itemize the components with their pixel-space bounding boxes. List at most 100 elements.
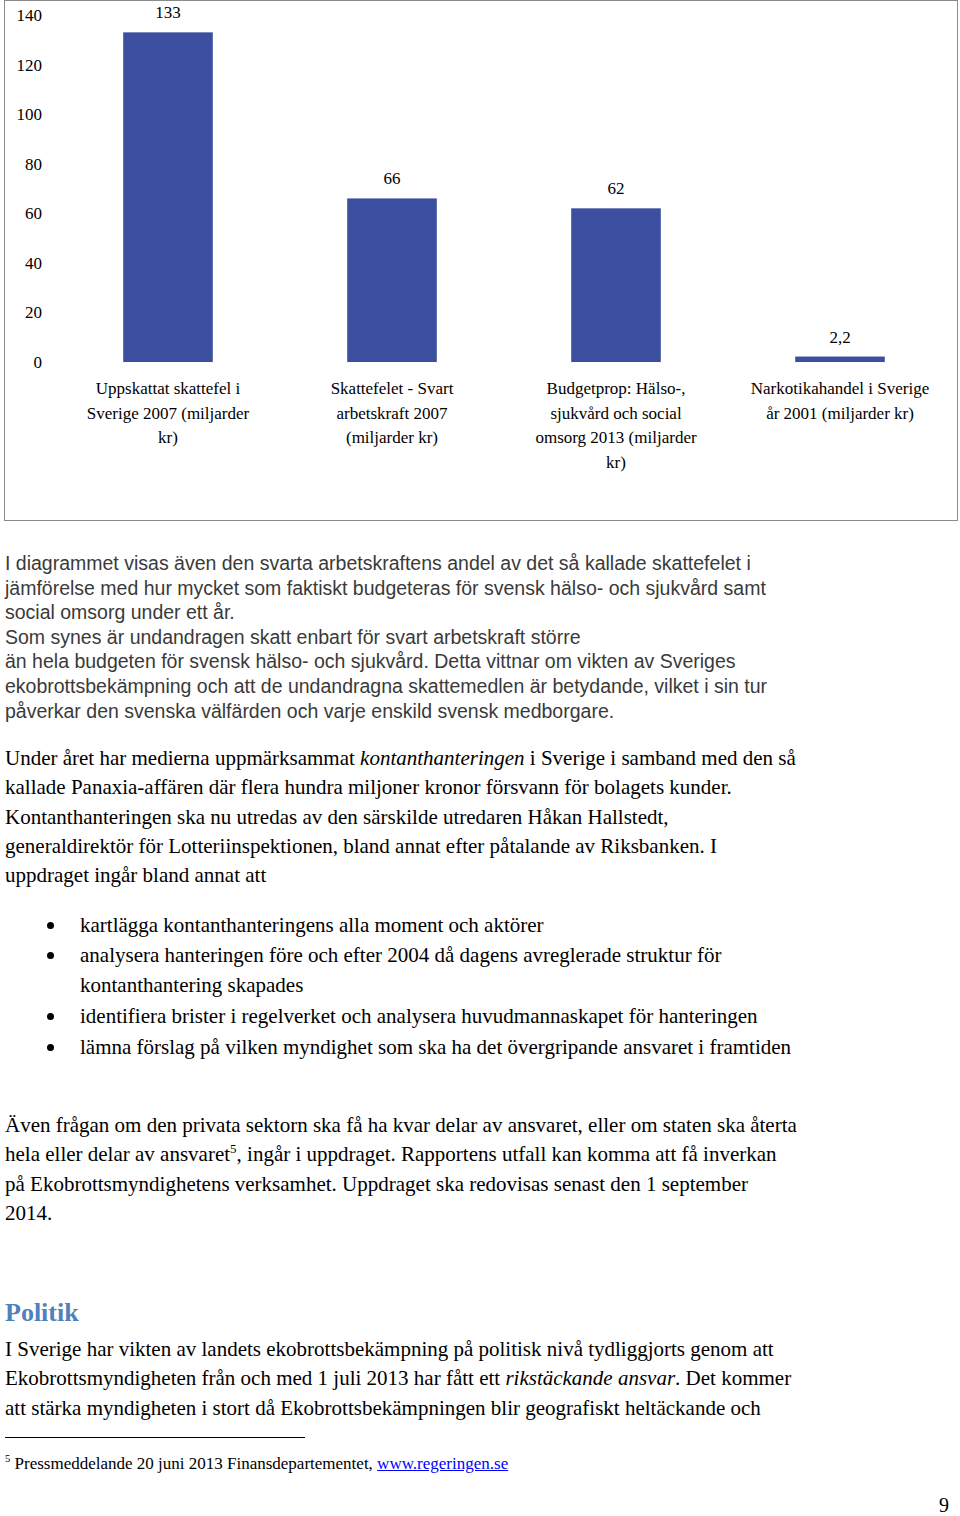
x-tick-label-line: Budgetprop: Hälso-, <box>547 379 686 398</box>
x-tick-label-line: omsorg 2013 (miljarder <box>535 428 696 447</box>
bar <box>123 32 213 362</box>
bullet <box>47 952 54 959</box>
text-run: hela eller delar av ansvaret <box>5 1142 230 1166</box>
y-tick: 100 <box>17 105 57 124</box>
paragraph-line: Kontanthanteringen ska nu utredas av den… <box>5 804 669 830</box>
y-tick: 20 <box>25 303 56 322</box>
footnote-marker: 5 <box>230 1141 237 1156</box>
bullet <box>47 922 54 929</box>
x-tick: Budgetprop: Hälso-, sjukvård och social om… <box>535 362 696 472</box>
text-run: 2014. <box>5 1201 52 1225</box>
italic-run: kontanthanteringen <box>360 746 524 770</box>
text-run: I Sverige har vikten av landets ekobrott… <box>5 1337 774 1361</box>
link[interactable]: www.regeringen.se <box>377 1454 508 1473</box>
bullet <box>47 1013 54 1020</box>
paragraph-line: Även frågan om den privata sektorn ska f… <box>5 1112 797 1138</box>
x-tick-label-line: Narkotikahandel i Sverige <box>751 379 929 398</box>
y-tick-label: 0 <box>34 353 43 372</box>
text-run: på Ekobrottsmyndighetens verksamhet. Upp… <box>5 1172 748 1196</box>
paragraph-line: generaldirektör för Lotteriinspektionen,… <box>5 833 717 859</box>
y-tick-label: 40 <box>25 254 42 273</box>
paragraph-line: Under året har medierna uppmärksammat ko… <box>5 745 796 771</box>
caption-line: än hela budgeten för svensk hälso- och s… <box>5 649 736 673</box>
caption-line: Som synes är undandragen skatt enbart fö… <box>5 625 581 649</box>
text-run: social omsorg under ett år. <box>5 601 235 623</box>
chart: 0 20 40 60 80 100 120 140 Uppskattat skattefel i… <box>0 0 960 524</box>
x-tick-label-line: sjukvård och social <box>550 404 682 423</box>
paragraph-line: I Sverige har vikten av landets ekobrott… <box>5 1336 774 1362</box>
text-run: Kontanthanteringen ska nu utredas av den… <box>5 805 669 829</box>
y-axis: 0 20 40 60 80 100 120 140 <box>17 6 57 372</box>
data-label: 133 <box>155 3 181 22</box>
x-tick-label: Budgetprop: Hälso-, sjukvård och social om… <box>535 379 696 472</box>
paragraph-line: kallade Panaxia-affären där flera hundra… <box>5 774 732 800</box>
text-run: i Sverige i samband med den så <box>525 746 796 770</box>
text-run: Ekobrottsmyndigheten från och med 1 juli… <box>5 1366 505 1390</box>
x-tick-label-line: kr) <box>158 428 178 447</box>
y-tick-label: 120 <box>17 56 43 75</box>
x-tick-label-line: (miljarder kr) <box>346 428 438 447</box>
x-tick-label: Uppskattat skattefel iSverige 2007 (milj… <box>87 379 250 447</box>
paragraph-line: 2014. <box>5 1200 52 1226</box>
x-tick: Narkotikahandel i Sverige år 2001 (miljar… <box>751 362 929 423</box>
footnote-marker: 5 <box>5 1453 10 1464</box>
text-run: generaldirektör för Lotteriinspektionen,… <box>5 834 717 858</box>
page: 0 20 40 60 80 100 120 140 Uppskattat skattefel i… <box>0 0 960 1516</box>
footnote-rule <box>5 1437 305 1438</box>
y-tick: 0 <box>34 353 57 372</box>
italic-run: rikstäckande ansvar <box>505 1366 675 1390</box>
caption-line: I diagrammet visas även den svarta arbet… <box>5 551 751 575</box>
x-tick-label: Skattefelet - Svartarbetskraft 2007(milj… <box>331 379 454 447</box>
caption-line: social omsorg under ett år. <box>5 600 235 624</box>
x-tick-label-line: kr) <box>606 453 626 472</box>
bullet-line: kontanthantering skapades <box>80 972 303 998</box>
bars <box>123 32 885 362</box>
x-tick-label-line: Uppskattat skattefel i <box>96 379 241 398</box>
text-run: än hela budgeten för svensk hälso- och s… <box>5 650 736 672</box>
data-label: 62 <box>608 179 625 198</box>
text-run: I diagrammet visas även den svarta arbet… <box>5 552 751 574</box>
x-tick: Skattefelet - Svartarbetskraft 2007(milj… <box>331 362 454 447</box>
text-run: Som synes är undandragen skatt enbart fö… <box>5 626 581 648</box>
text-run: uppdraget ingår bland annat att <box>5 863 266 887</box>
text-run: lämna förslag på vilken myndighet som sk… <box>80 1035 791 1059</box>
y-tick: 40 <box>25 254 56 273</box>
y-tick-label: 100 <box>17 105 43 124</box>
text-run: identifiera brister i regelverket och an… <box>80 1004 758 1028</box>
text-run: analysera hanteringen före och efter 200… <box>80 943 721 967</box>
caption-line: jämförelse med hur mycket som faktiskt b… <box>5 576 766 600</box>
text-run: . Det kommer <box>675 1366 791 1390</box>
footnote-line: 5 Pressmeddelande 20 juni 2013 Finansdep… <box>5 1453 508 1474</box>
bullet-line: analysera hanteringen före och efter 200… <box>80 942 721 968</box>
text-run: , ingår i uppdraget. Rapportens utfall k… <box>237 1142 777 1166</box>
y-tick-label: 140 <box>17 6 43 25</box>
text-run: att stärka myndigheten i stort då Ekobro… <box>5 1396 761 1420</box>
y-axis-line <box>56 16 57 363</box>
text-run: Under året har medierna uppmärksammat <box>5 746 360 770</box>
x-axis: Uppskattat skattefel iSverige 2007 (milj… <box>57 362 953 472</box>
caption-line: påverkar den svenska välfärden och varje… <box>5 699 614 723</box>
x-tick-label-line: år 2001 (miljarder kr) <box>766 404 914 423</box>
data-labels: 13366622,2 <box>155 3 850 346</box>
bar <box>571 208 661 362</box>
y-tick-label: 60 <box>25 204 42 223</box>
paragraph-line: på Ekobrottsmyndighetens verksamhet. Upp… <box>5 1171 748 1197</box>
y-tick: 80 <box>25 155 56 174</box>
y-tick-label: 20 <box>25 303 42 322</box>
heading: Politik <box>5 1296 79 1330</box>
text-run: påverkar den svenska välfärden och varje… <box>5 700 614 722</box>
text-run: kontanthantering skapades <box>80 973 303 997</box>
paragraph-line: hela eller delar av ansvaret5, ingår i u… <box>5 1141 777 1167</box>
text-run: ekobrottsbekämpning och att de undandrag… <box>5 675 767 697</box>
bullet-line: lämna förslag på vilken myndighet som sk… <box>80 1034 791 1060</box>
y-tick-label: 80 <box>25 155 42 174</box>
y-tick: 140 <box>17 6 57 25</box>
x-tick-label-line: Skattefelet - Svart <box>331 379 454 398</box>
paragraph-line: Ekobrottsmyndigheten från och med 1 juli… <box>5 1365 791 1391</box>
bullet <box>47 1044 54 1051</box>
bullet-line: identifiera brister i regelverket och an… <box>80 1003 758 1029</box>
paragraph-line: uppdraget ingår bland annat att <box>5 862 266 888</box>
data-label: 66 <box>384 169 401 188</box>
page-number: 9 <box>939 1493 949 1516</box>
bullet-line: kartlägga kontanthanteringens alla momen… <box>80 912 544 938</box>
